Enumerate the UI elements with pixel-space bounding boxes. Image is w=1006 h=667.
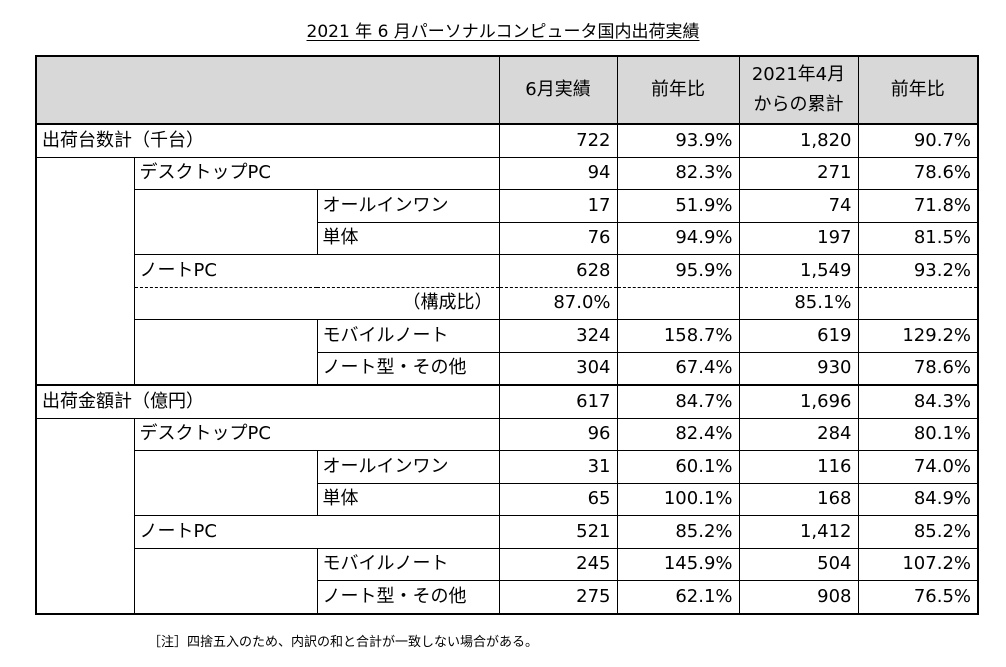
units-mobile-label: モバイルノート — [316, 319, 500, 353]
table-row: ノートPC 521 85.2% 1,412 85.2% — [36, 515, 979, 549]
units-ratio-label: （構成比） — [133, 286, 500, 320]
table-row: オールインワン 31 60.1% 116 74.0% — [36, 450, 979, 516]
units-desktop-label: デスクトップPC — [133, 156, 500, 190]
amount-notebook-indent — [133, 547, 318, 615]
table-row: ノート型・その他 304 67.4% 930 78.6% — [36, 351, 979, 386]
amount-mobile-label: モバイルノート — [316, 547, 500, 581]
header-cumulative: 2021年4月 からの累計 — [738, 55, 859, 125]
table-row: 単体 76 94.9% 197 81.5% — [36, 221, 979, 255]
amount-indent — [35, 417, 135, 615]
amount-notebook-label: ノートPC — [133, 515, 500, 549]
units-allinone-label: オールインワン — [316, 189, 500, 223]
footnote: ［注］四捨五入のため、内訳の和と合計が一致しない場合がある。 — [148, 635, 539, 650]
units-ratio-june: 87.0% — [498, 286, 618, 320]
header-cumulative-yoy: 前年比 — [857, 55, 979, 125]
table-row: （構成比） 87.0% 85.1% — [36, 286, 979, 320]
units-total-label: 出荷台数計（千台） — [35, 123, 500, 158]
amount-total-label: 出荷金額計（億円） — [35, 384, 500, 419]
table-row: モバイルノート 324 158.7% 619 129.2% — [36, 319, 979, 386]
header-blank — [35, 55, 500, 125]
amount-other-label: ノート型・その他 — [316, 580, 500, 615]
table-row: 出荷金額計（億円） 617 84.7% 1,696 84.3% — [35, 384, 979, 419]
table-row: デスクトップPC 94 82.3% 271 78.6% — [35, 156, 979, 386]
units-single-label: 単体 — [316, 221, 500, 255]
table-row: 出荷台数計（千台） 722 93.9% 1,820 90.7% — [35, 123, 979, 158]
units-other-label: ノート型・その他 — [316, 351, 500, 386]
table-row: デスクトップPC 96 82.4% 284 80.1% — [35, 417, 979, 615]
units-notebook-label: ノートPC — [133, 254, 500, 288]
page-title: 2021 年 6 月パーソナルコンピュータ国内出荷実績 — [306, 22, 700, 42]
units-desktop-indent — [133, 189, 318, 255]
units-indent — [35, 156, 135, 386]
header-june: 6月実績 — [498, 55, 618, 125]
table-row: ノートPC 628 95.9% 1,549 93.2% — [36, 254, 979, 288]
amount-desktop-label: デスクトップPC — [133, 417, 500, 451]
units-ratio-cum: 85.1% — [738, 286, 859, 320]
table-row: モバイルノート 245 145.9% 504 107.2% — [36, 547, 979, 615]
table-row: ノート型・その他 275 62.1% 908 76.5% — [36, 580, 979, 615]
amount-desktop-indent — [133, 450, 318, 516]
table-row: オールインワン 17 51.9% 74 71.8% — [36, 189, 979, 255]
table-row: 単体 65 100.1% 168 84.9% — [36, 482, 979, 516]
header-row: 6月実績 前年比 2021年4月 からの累計 前年比 — [35, 55, 979, 125]
amount-single-label: 単体 — [316, 482, 500, 516]
units-notebook-indent — [133, 319, 318, 386]
amount-allinone-label: オールインワン — [316, 450, 500, 484]
shipment-table: 6月実績 前年比 2021年4月 からの累計 前年比 出荷台数計（千台） 722… — [35, 55, 979, 615]
header-yoy: 前年比 — [616, 55, 740, 125]
